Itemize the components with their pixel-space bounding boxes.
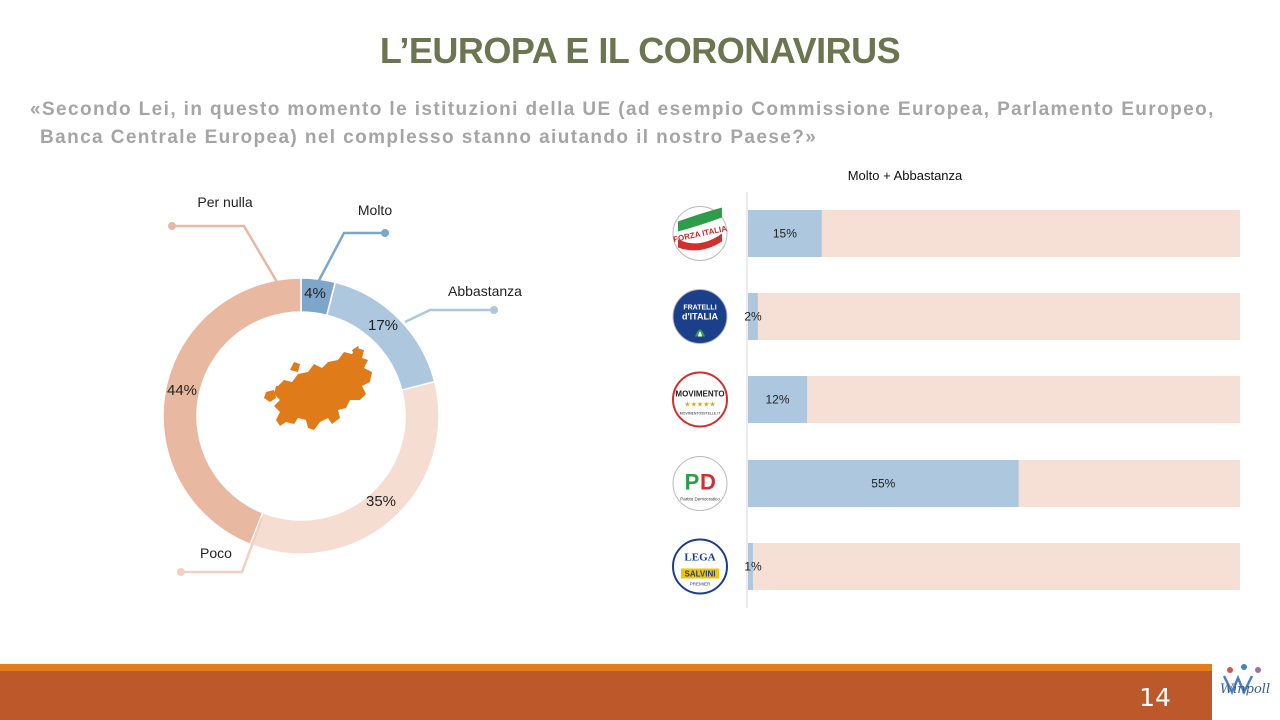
page-number: 14 xyxy=(1139,683,1171,712)
bar-value-label: 15% xyxy=(773,227,797,241)
logo-text: d'ITALIA xyxy=(682,312,718,322)
logo-text: LEGA xyxy=(684,552,715,564)
donut-category-label: Abbastanza xyxy=(448,283,522,299)
logo-ring xyxy=(672,456,728,511)
bar-remainder xyxy=(748,376,1240,423)
leader-line xyxy=(181,517,264,574)
bar-value xyxy=(748,210,822,257)
winpoll-brand: Winpoll xyxy=(1220,682,1271,697)
survey-question: «Secondo Lei, in questo momento le istit… xyxy=(30,96,1260,152)
bar-value-label: 2% xyxy=(744,310,762,324)
party-bar-chart: Molto + Abbastanza 15% 2% 12% 55% 1% FORZA ITA… xyxy=(672,168,1240,608)
bar-remainder xyxy=(748,293,1240,340)
bar-chart-title: Molto + Abbastanza xyxy=(848,168,963,183)
donut-value-label: 17% xyxy=(368,317,398,334)
bar-value-label: 12% xyxy=(766,393,790,407)
logo-letter-p: P xyxy=(685,470,700,495)
donut-value-label: 35% xyxy=(366,493,396,510)
logo-text: MOVIMENTO5STELLE.IT xyxy=(680,412,721,416)
bar-value-label: 1% xyxy=(744,560,762,574)
leader-line xyxy=(172,224,279,283)
donut-slice-per-nulla xyxy=(162,277,302,546)
donut-slice-poco xyxy=(249,380,440,555)
bar-value xyxy=(748,293,758,340)
europe-map-icon xyxy=(264,346,372,430)
page-title: L’EUROPA E IL CORONAVIRUS xyxy=(379,30,901,71)
question-line-1: «Secondo Lei, in questo momento le istit… xyxy=(30,99,1215,120)
donut-value-label: 44% xyxy=(167,382,197,399)
donut-category-label: Per nulla xyxy=(197,194,252,210)
movimento-5-stelle-logo-icon: MOVIMENTO ★★★★★ MOVIMENTO5STELLE.IT xyxy=(672,371,728,428)
leader-line xyxy=(314,231,385,287)
logo-stars: ★★★★★ xyxy=(684,401,715,409)
donut-category-label: Poco xyxy=(200,545,232,561)
donut-category-label: Molto xyxy=(358,202,392,218)
logo-flame-white xyxy=(698,331,702,337)
logo-ring xyxy=(672,538,728,595)
winpoll-logo-icon xyxy=(1222,664,1261,695)
donut-value-label: 4% xyxy=(304,285,326,302)
leader-dot xyxy=(490,306,498,314)
leader-dot xyxy=(168,222,176,230)
leader-line xyxy=(404,308,494,324)
bar-value xyxy=(748,460,1019,507)
bar-value xyxy=(748,376,808,423)
logo-disc xyxy=(672,289,728,344)
question-line-2: Banca Centrale Europea) nel complesso st… xyxy=(40,127,818,148)
bar-remainder xyxy=(748,543,1240,590)
footer-bar xyxy=(0,671,1212,720)
logo-text: FRATELLI xyxy=(683,305,716,312)
logo-letter-d: D xyxy=(700,470,716,495)
logo-text: MOVIMENTO xyxy=(675,390,724,399)
logo-banner xyxy=(681,568,719,579)
bar-value xyxy=(748,543,753,590)
forza-italia-logo-icon: FORZA ITALIA xyxy=(672,206,728,261)
footer-accent-line xyxy=(0,664,1212,671)
logo-text: PREMIER xyxy=(690,582,711,587)
leader-dot xyxy=(381,229,389,237)
logo-flag-green xyxy=(678,207,722,232)
partito-democratico-logo-icon: P D Partito Democratico xyxy=(672,456,728,511)
logo-text: Partito Democratico xyxy=(680,497,720,502)
leader-dot xyxy=(177,568,185,576)
bar-value-label: 55% xyxy=(871,477,895,491)
lega-salvini-logo-icon: LEGA SALVINI PREMIER xyxy=(672,538,728,595)
bar-remainder xyxy=(748,210,1240,257)
logo-flag-red xyxy=(678,233,722,251)
logo-ring xyxy=(672,371,728,428)
donut-chart: 4% 17% 35% 44% Molto Abbastanza Poco Per nulla xyxy=(162,194,522,576)
logo-text: SALVINI xyxy=(685,570,716,579)
